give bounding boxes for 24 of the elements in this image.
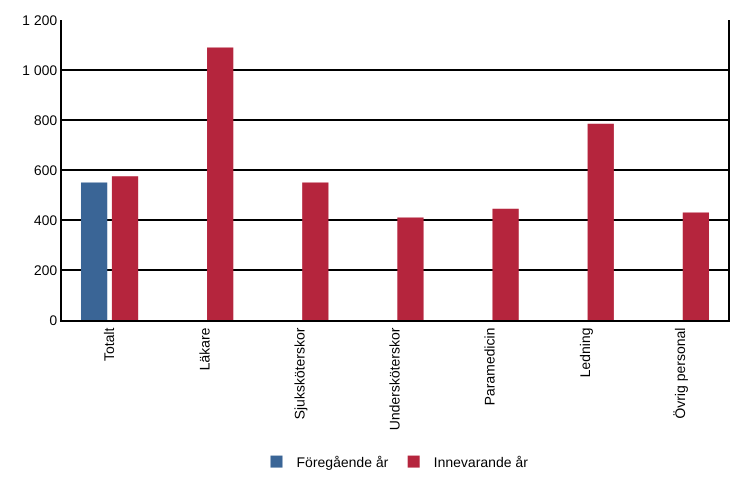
bar [397, 218, 424, 320]
bar [80, 182, 108, 320]
y-tick-label: 800 [34, 112, 58, 128]
bar [492, 208, 519, 320]
x-tick-label: Ledning [576, 328, 593, 378]
x-tick-label: Undersköterskor [386, 327, 403, 430]
legend-label: Föregående år [296, 454, 389, 470]
y-tick-label: 1 200 [22, 12, 58, 28]
y-tick-label: 1 000 [22, 62, 58, 78]
y-tick-label: 200 [34, 262, 58, 278]
bar [112, 176, 138, 320]
x-tick-label: Totalt [101, 327, 118, 362]
y-tick-label: 600 [34, 162, 58, 178]
bar [588, 124, 614, 320]
x-tick-label: Paramedicin [482, 328, 498, 406]
x-tick-label: Sjuksköterskor [291, 327, 308, 420]
bar [682, 212, 710, 320]
x-tick-label: Övrig personal [672, 328, 688, 419]
y-tick-label: 400 [34, 212, 58, 228]
legend-label: Innevarande år [434, 454, 528, 470]
bar [207, 48, 234, 320]
bar [302, 182, 328, 320]
y-tick-label: 0 [49, 312, 58, 328]
x-tick-label: Läkare [196, 327, 212, 370]
